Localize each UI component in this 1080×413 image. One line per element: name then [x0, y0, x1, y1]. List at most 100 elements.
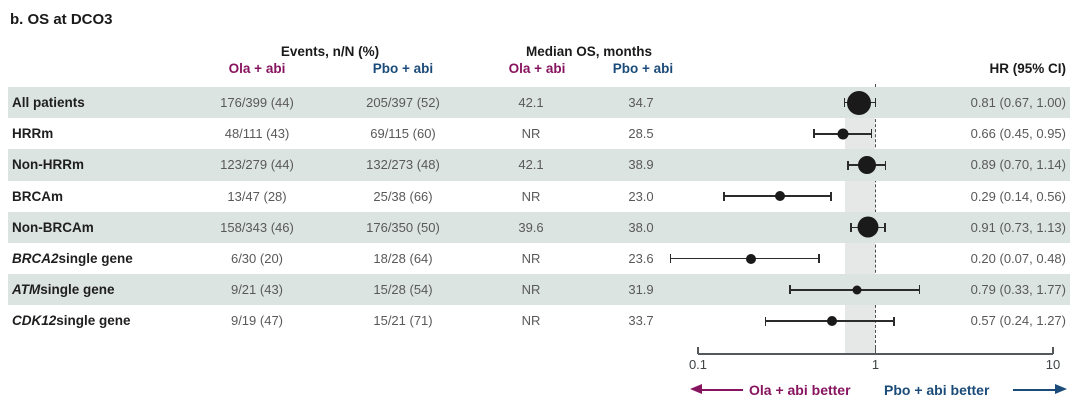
row-label-text: single gene [40, 282, 115, 298]
subheader-events-pbo: Pbo + abi [372, 61, 434, 76]
right-arrow-line [1013, 388, 1055, 391]
row-label: Non-BRCAm [12, 212, 212, 243]
ci-cap-left [723, 191, 725, 201]
ci-cap-right [884, 222, 886, 232]
median-pbo-value: 31.9 [628, 282, 654, 298]
median-ola-value: 42.1 [518, 157, 544, 173]
events-pbo-value: 132/273 (48) [366, 157, 440, 173]
x-axis-line [698, 353, 1053, 355]
hr-point-marker [746, 253, 757, 264]
row-label: BRCA2 single gene [12, 243, 212, 274]
ci-cap-right [830, 191, 832, 201]
events-pbo-value: 15/21 (71) [373, 313, 433, 329]
subheader-median-pbo: Pbo + abi [612, 61, 674, 76]
hr-ci-value: 0.89 (0.70, 1.14) [970, 157, 1066, 173]
median-pbo-value: 23.6 [628, 251, 654, 267]
events-ola-value: 9/19 (47) [230, 313, 284, 329]
table-row: Non-HRRm 123/279 (44) 132/273 (48) 42.1 … [8, 149, 1070, 181]
left-arrow-icon [690, 384, 702, 394]
x-tick-label-10: 10 [1045, 357, 1061, 372]
events-pbo-value: 15/28 (54) [373, 282, 433, 298]
median-ola-value: NR [521, 188, 541, 204]
events-pbo-value: 176/350 (50) [366, 219, 440, 235]
subheader-events-ola: Ola + abi [228, 61, 286, 76]
hr-point-marker [827, 316, 838, 326]
median-ola-value: NR [521, 126, 541, 142]
ci-cap-right [893, 316, 895, 326]
legend-ola-better-label: Ola + abi better [749, 382, 851, 398]
ci-cap-left [847, 160, 849, 170]
table-row: BRCA2 single gene 6/30 (20) 18/28 (64) N… [8, 243, 1070, 274]
ci-cap-left [813, 129, 815, 139]
hr-ci-value: 0.79 (0.33, 1.77) [970, 282, 1066, 298]
median-ola-value: NR [521, 313, 541, 329]
row-label-text: Non-BRCAm [12, 219, 94, 235]
events-ola-value: 158/343 (46) [220, 219, 294, 235]
ci-whisker [670, 257, 819, 260]
x-axis-tick [874, 347, 877, 354]
table-row: All patients 176/399 (44) 205/397 (52) 4… [8, 87, 1070, 119]
events-pbo-value: 205/397 (52) [366, 95, 440, 111]
ci-cap-left [843, 98, 846, 108]
events-pbo-value: 25/38 (66) [373, 188, 433, 204]
x-tick-label-1: 1 [871, 357, 880, 372]
left-arrow-line [701, 388, 743, 391]
table-row: BRCAm 13/47 (28) 25/38 (66) NR 23.0 0.29… [8, 181, 1070, 212]
events-ola-value: 9/21 (43) [230, 282, 284, 298]
median-pbo-value: 23.0 [628, 188, 654, 204]
events-ola-value: 13/47 (28) [227, 188, 287, 204]
ci-cap-right [884, 160, 887, 170]
median-pbo-value: 28.5 [628, 126, 654, 142]
median-pbo-value: 38.9 [628, 157, 654, 173]
row-label-gene: CDK12 [12, 313, 57, 329]
events-ola-value: 6/30 (20) [230, 251, 284, 267]
hr-point-marker [852, 285, 862, 295]
x-axis-tick [697, 347, 699, 354]
hr-ci-value: 0.81 (0.67, 1.00) [970, 95, 1066, 111]
table-row: HRRm 48/111 (43) 69/115 (60) NR 28.5 0.6… [8, 118, 1070, 149]
hr-ci-value: 0.91 (0.73, 1.13) [970, 219, 1066, 235]
hr-point-marker [847, 90, 872, 115]
row-label-gene: BRCA2 [12, 251, 59, 267]
hr-ci-value: 0.29 (0.14, 0.56) [970, 188, 1066, 204]
ci-cap-left [669, 254, 672, 264]
table-row: CDK12 single gene 9/19 (47) 15/21 (71) N… [8, 305, 1070, 336]
row-label-text: HRRm [12, 126, 54, 142]
hr-point-marker [837, 128, 849, 140]
row-label-text: single gene [56, 313, 131, 329]
median-pbo-value: 33.7 [628, 313, 654, 329]
header-median-group: Median OS, months [525, 44, 652, 59]
events-pbo-value: 18/28 (64) [373, 251, 433, 267]
median-ola-value: 42.1 [518, 95, 544, 111]
header-events-group: Events, n/N (%) [280, 44, 380, 59]
median-ola-value: NR [521, 282, 541, 298]
subheader-median-ola: Ola + abi [508, 61, 566, 76]
hr-point-marker [775, 191, 786, 202]
row-label-gene: ATM [12, 282, 41, 298]
right-arrow-icon [1055, 384, 1067, 394]
events-ola-value: 48/111 (43) [224, 126, 290, 142]
ci-cap-left [764, 316, 767, 326]
hr-ci-value: 0.57 (0.24, 1.27) [970, 313, 1066, 329]
ci-cap-right [874, 98, 877, 108]
ci-cap-right [918, 285, 921, 295]
x-axis-tick [1052, 347, 1054, 354]
hr-ci-value: 0.66 (0.45, 0.95) [970, 126, 1066, 142]
row-label: HRRm [12, 118, 212, 149]
ci-cap-left [789, 285, 791, 295]
row-label-text: All patients [12, 95, 85, 111]
x-tick-label-01: 0.1 [688, 357, 708, 372]
figure-title: b. OS at DCO3 [10, 11, 113, 28]
median-ola-value: NR [521, 251, 541, 267]
ci-cap-left [850, 222, 852, 232]
table-row: Non-BRCAm 158/343 (46) 176/350 (50) 39.6… [8, 211, 1070, 243]
events-ola-value: 176/399 (44) [220, 95, 294, 111]
row-label: Non-HRRm [12, 149, 212, 180]
legend-pbo-better-label: Pbo + abi better [884, 382, 990, 398]
median-ola-value: 39.6 [518, 219, 544, 235]
hr-point-marker [857, 216, 879, 238]
row-label: CDK12 single gene [12, 305, 212, 336]
row-label: ATM single gene [12, 274, 212, 305]
hr-ci-value: 0.20 (0.07, 0.48) [970, 251, 1066, 267]
